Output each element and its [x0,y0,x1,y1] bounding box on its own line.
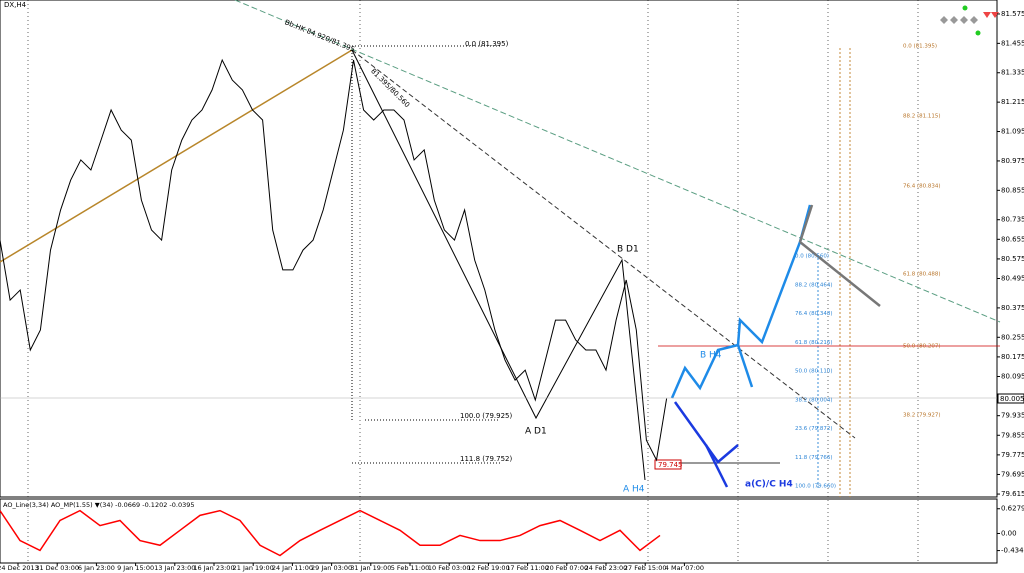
y-tick-label: 79.855 [1001,431,1024,439]
y-tick-label: 81.575 [1001,10,1024,18]
x-tick-label: 24 Jan 11:00 [272,564,313,572]
x-tick-label: 29 Jan 03:00 [311,564,352,572]
osc-tick-label: -0.4346 [1001,547,1024,555]
x-tick-label: 13 Jan 23:00 [154,564,195,572]
chart-title: DX,H4 [4,1,27,9]
fib-label: 88.2 (80.464) [795,282,833,288]
x-tick-label: 5 Feb 11:00 [391,564,430,572]
y-tick-label: 79.935 [1001,412,1024,420]
fib-label: 100.0 (79.660) [795,484,836,490]
main-panel [0,0,998,498]
annotation: B D1 [617,245,639,255]
y-tick-label: 80.735 [1001,216,1024,224]
annotation: 111.8 (79.752) [460,455,512,463]
y-tick-label: 79.615 [1001,490,1024,498]
fib-label: 0.0 (80.560) [795,254,829,260]
x-tick-label: 21 Jan 19:00 [233,564,274,572]
y-tick-label: 79.695 [1001,470,1024,478]
oscillator-panel [0,498,998,564]
x-tick-label: 12 Feb 19:00 [467,564,510,572]
osc-tick-label: 0.6279 [1001,505,1024,513]
y-tick-label: 81.215 [1001,98,1024,106]
fib-label: 11.8 (79.766) [795,455,833,461]
x-tick-label: 20 Feb 07:00 [545,564,588,572]
y-tick-label: 81.455 [1001,39,1024,47]
annotation: 0.0 (81.395) [465,40,509,48]
y-tick-label: 81.335 [1001,69,1024,77]
fib-label: 61.8 (80.216) [795,340,833,346]
x-tick-label: 4 Mar 07:00 [665,564,704,572]
x-tick-label: 24 Dec 2013 [0,564,39,572]
y-tick-label: 80.095 [1001,372,1024,380]
price-line [0,58,668,462]
fib-label: 76.4 (80.348) [795,311,833,317]
y-tick-label: 80.855 [1001,186,1024,194]
fib-label: 76.4 (80.834) [903,184,941,190]
annotation: 79.745 [658,461,683,469]
y-tick-label: 80.255 [1001,333,1024,341]
x-tick-label: 31 Dec 03:00 [35,564,79,572]
last-price: 80.005 [1000,395,1024,403]
osc-tick-label: 0.00 [1001,529,1017,537]
annotation: A D1 [525,427,547,437]
annotation: a(C)/C H4 [745,480,793,490]
annotation: A H4 [623,485,645,495]
y-tick-label: 80.655 [1001,235,1024,243]
x-tick-label: 16 Jan 23:00 [193,564,234,572]
y-tick-label: 80.175 [1001,353,1024,361]
y-tick-label: 80.375 [1001,304,1024,312]
toolbar-icons [940,5,999,36]
fib-label: 61.8 (80.488) [903,272,941,278]
fib-label: 0.0 (81.395) [903,44,937,50]
x-tick-label: 6 Jan 23:00 [78,564,115,572]
fib-label: 88.2 (81.115) [903,114,941,120]
y-tick-label: 81.095 [1001,128,1024,136]
x-tick-label: 17 Feb 11:00 [506,564,549,572]
x-tick-label: 24 Feb 23:00 [585,564,628,572]
oscillator-title: AO_Line(3,34) AO_MP(1.55) ▼(34) -0.0669 … [3,501,195,509]
y-tick-label: 80.495 [1001,275,1024,283]
y-tick-label: 80.975 [1001,157,1024,165]
annotation: B H4 [700,351,722,361]
annotation: 100.0 (79.925) [460,412,512,420]
fib-label: 38.2 (79.927) [903,413,941,419]
y-tick-label: 79.775 [1001,451,1024,459]
y-tick-label: 80.575 [1001,255,1024,263]
x-tick-label: 9 Jan 15:00 [117,564,154,572]
x-tick-label: 27 Feb 15:00 [624,564,667,572]
x-tick-label: 10 Feb 03:00 [428,564,471,572]
fib-label: 50.0 (80.207) [903,344,941,350]
fib-label: 50.0 (80.110) [795,369,833,375]
oscillator-line [0,509,661,557]
fib-label: 38.2 (80.004) [795,397,833,403]
fib-label: 23.6 (79.872) [795,426,833,432]
x-tick-label: 31 Jan 19:00 [350,564,391,572]
